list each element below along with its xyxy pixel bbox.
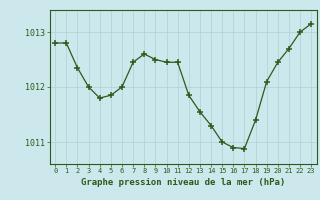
X-axis label: Graphe pression niveau de la mer (hPa): Graphe pression niveau de la mer (hPa) [81,178,285,187]
